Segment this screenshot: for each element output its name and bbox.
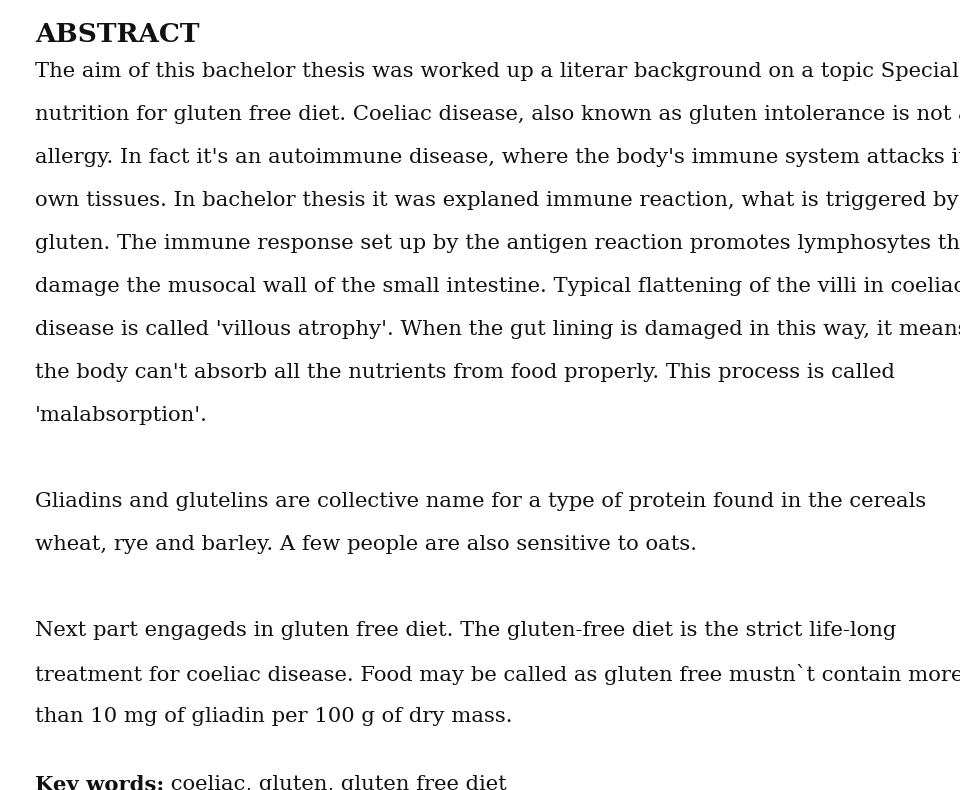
Text: nutrition for gluten free diet. Coeliac disease, also known as gluten intoleranc: nutrition for gluten free diet. Coeliac … bbox=[35, 105, 960, 124]
Text: gluten. The immune response set up by the antigen reaction promotes lymphosytes : gluten. The immune response set up by th… bbox=[35, 234, 960, 253]
Text: allergy. In fact it's an autoimmune disease, where the body's immune system atta: allergy. In fact it's an autoimmune dise… bbox=[35, 148, 960, 167]
Text: the body can't absorb all the nutrients from food properly. This process is call: the body can't absorb all the nutrients … bbox=[35, 363, 895, 382]
Text: than 10 mg of gliadin per 100 g of dry mass.: than 10 mg of gliadin per 100 g of dry m… bbox=[35, 707, 513, 726]
Text: treatment for coeliac disease. Food may be called as gluten free mustn`t contain: treatment for coeliac disease. Food may … bbox=[35, 664, 960, 685]
Text: The aim of this bachelor thesis was worked up a literar background on a topic Sp: The aim of this bachelor thesis was work… bbox=[35, 62, 959, 81]
Text: wheat, rye and barley. A few people are also sensitive to oats.: wheat, rye and barley. A few people are … bbox=[35, 535, 697, 554]
Text: Key words:: Key words: bbox=[35, 775, 164, 790]
Text: own tissues. In bachelor thesis it was explaned immune reaction, what is trigger: own tissues. In bachelor thesis it was e… bbox=[35, 191, 959, 210]
Text: damage the musocal wall of the small intestine. Typical flattening of the villi : damage the musocal wall of the small int… bbox=[35, 277, 960, 296]
Text: ABSTRACT: ABSTRACT bbox=[35, 22, 200, 47]
Text: Key words:: Key words: bbox=[35, 775, 164, 790]
Text: disease is called 'villous atrophy'. When the gut lining is damaged in this way,: disease is called 'villous atrophy'. Whe… bbox=[35, 320, 960, 339]
Text: Next part engageds in gluten free diet. The gluten-free diet is the strict life-: Next part engageds in gluten free diet. … bbox=[35, 621, 897, 640]
Text: Gliadins and glutelins are collective name for a type of protein found in the ce: Gliadins and glutelins are collective na… bbox=[35, 492, 926, 511]
Text: coeliac, gluten, gluten free diet: coeliac, gluten, gluten free diet bbox=[164, 775, 507, 790]
Text: 'malabsorption'.: 'malabsorption'. bbox=[35, 406, 208, 425]
